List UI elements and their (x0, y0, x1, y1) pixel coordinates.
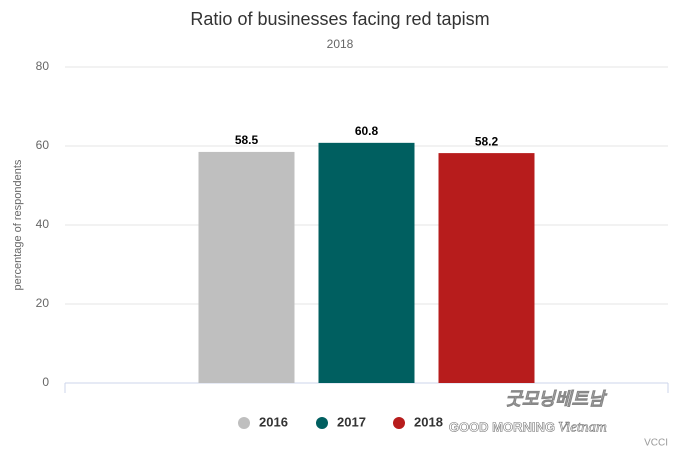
chart-subtitle: 2018 (327, 37, 354, 51)
data-label: 58.5 (235, 133, 259, 147)
y-tick-label: 80 (36, 59, 50, 73)
y-tick-label: 60 (36, 138, 50, 152)
y-axis-label: percentage of respondents (12, 159, 24, 290)
data-label: 58.2 (475, 134, 499, 148)
y-tick-label: 40 (36, 217, 50, 231)
legend-marker (393, 417, 405, 429)
legend-label[interactable]: 2017 (337, 414, 366, 429)
bar (438, 153, 535, 383)
bar (198, 151, 295, 383)
watermark: GOOD MORNING (449, 419, 555, 434)
legend-label[interactable]: 2018 (414, 414, 443, 429)
legend-label[interactable]: 2016 (259, 414, 288, 429)
legend-marker (316, 417, 328, 429)
data-label: 60.8 (355, 124, 379, 138)
credits: VCCI (644, 438, 668, 449)
bar (318, 142, 415, 383)
legend-marker (238, 417, 250, 429)
y-tick-label: 20 (36, 296, 50, 310)
watermark: 굿모닝베트남 (505, 389, 608, 409)
watermark: Vietnam (558, 419, 607, 435)
y-tick-label: 0 (42, 375, 49, 389)
chart-title: Ratio of businesses facing red tapism (190, 9, 489, 29)
